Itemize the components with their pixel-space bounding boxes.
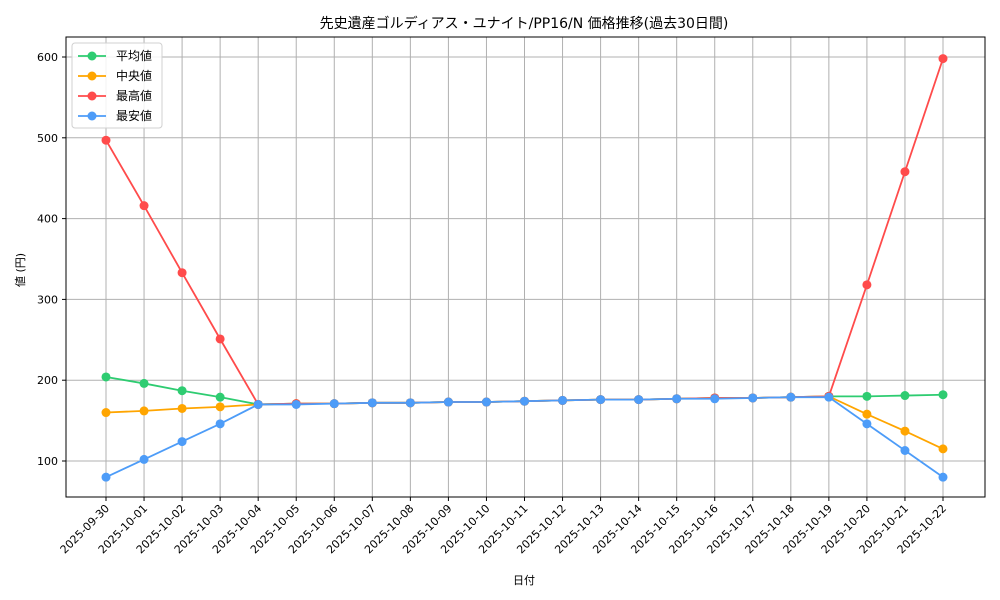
- legend-label: 中央値: [116, 68, 152, 83]
- data-point: [862, 391, 872, 401]
- data-point: [215, 419, 225, 429]
- data-point: [824, 392, 834, 402]
- y-axis-ticks: 100 200 300 400 500 600: [37, 51, 66, 468]
- data-point: [177, 268, 187, 278]
- y-tick-label: 600: [37, 51, 58, 64]
- y-tick-label: 500: [37, 132, 58, 145]
- data-point: [139, 454, 149, 464]
- data-point: [596, 395, 606, 405]
- series-line: [101, 392, 948, 482]
- legend-label: 最高値: [116, 88, 152, 103]
- data-point: [139, 378, 149, 388]
- data-point: [177, 437, 187, 447]
- y-tick-label: 400: [37, 213, 58, 226]
- data-point: [900, 445, 910, 455]
- data-point: [938, 54, 948, 64]
- data-point: [862, 280, 872, 290]
- legend-box: [71, 42, 163, 129]
- data-point: [862, 419, 872, 429]
- y-tick-label: 300: [37, 293, 58, 306]
- data-point: [291, 399, 301, 409]
- data-point: [139, 406, 149, 416]
- data-point: [558, 395, 568, 405]
- data-point: [177, 403, 187, 413]
- data-point: [786, 392, 796, 402]
- data-point: [672, 394, 682, 404]
- data-point: [101, 135, 111, 145]
- data-point: [177, 386, 187, 396]
- data-series: [101, 54, 948, 482]
- data-point: [139, 201, 149, 211]
- data-point: [862, 409, 872, 419]
- data-point: [215, 402, 225, 412]
- legend-label: 平均値: [116, 48, 152, 63]
- data-point: [101, 408, 111, 418]
- data-point: [443, 397, 453, 407]
- data-point: [253, 399, 263, 409]
- y-tick-label: 200: [37, 374, 58, 387]
- data-point: [520, 396, 529, 406]
- data-point: [481, 397, 491, 407]
- data-point: [710, 394, 720, 404]
- data-point: [748, 393, 758, 403]
- legend-label: 最安値: [116, 108, 152, 123]
- data-point: [938, 472, 948, 482]
- legend-item: 最安値: [78, 108, 152, 123]
- data-point: [900, 391, 910, 401]
- data-point: [329, 399, 339, 409]
- data-point: [634, 395, 644, 405]
- x-axis-label: 日付: [513, 574, 535, 587]
- data-point: [900, 167, 910, 177]
- legend-item: 平均値: [78, 48, 152, 63]
- y-axis-label: 値 (円): [14, 253, 27, 287]
- x-axis-ticks: 2025-09-302025-10-012025-10-022025-10-03…: [58, 497, 949, 556]
- data-point: [215, 334, 225, 344]
- data-point: [215, 392, 225, 402]
- y-tick-label: 100: [37, 455, 58, 468]
- chart-title: 先史遺産ゴルディアス・ユナイト/PP16/N 価格推移(過去30日間): [320, 15, 729, 32]
- data-point: [101, 472, 111, 482]
- grid-lines: [66, 37, 985, 497]
- data-point: [101, 372, 111, 382]
- legend-item: 最高値: [78, 88, 152, 103]
- data-point: [405, 398, 415, 408]
- data-point: [938, 390, 948, 400]
- data-point: [900, 426, 910, 436]
- data-point: [367, 398, 377, 408]
- plot-frame: [65, 36, 986, 498]
- data-point: [938, 444, 948, 454]
- legend-item: 中央値: [78, 68, 152, 83]
